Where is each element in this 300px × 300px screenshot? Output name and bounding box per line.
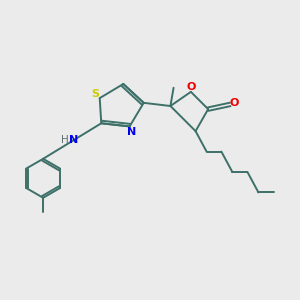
- Text: O: O: [230, 98, 239, 108]
- Text: O: O: [187, 82, 196, 92]
- Text: N: N: [69, 135, 79, 145]
- Text: S: S: [92, 89, 100, 99]
- Text: H: H: [61, 135, 69, 145]
- Text: N: N: [127, 127, 136, 137]
